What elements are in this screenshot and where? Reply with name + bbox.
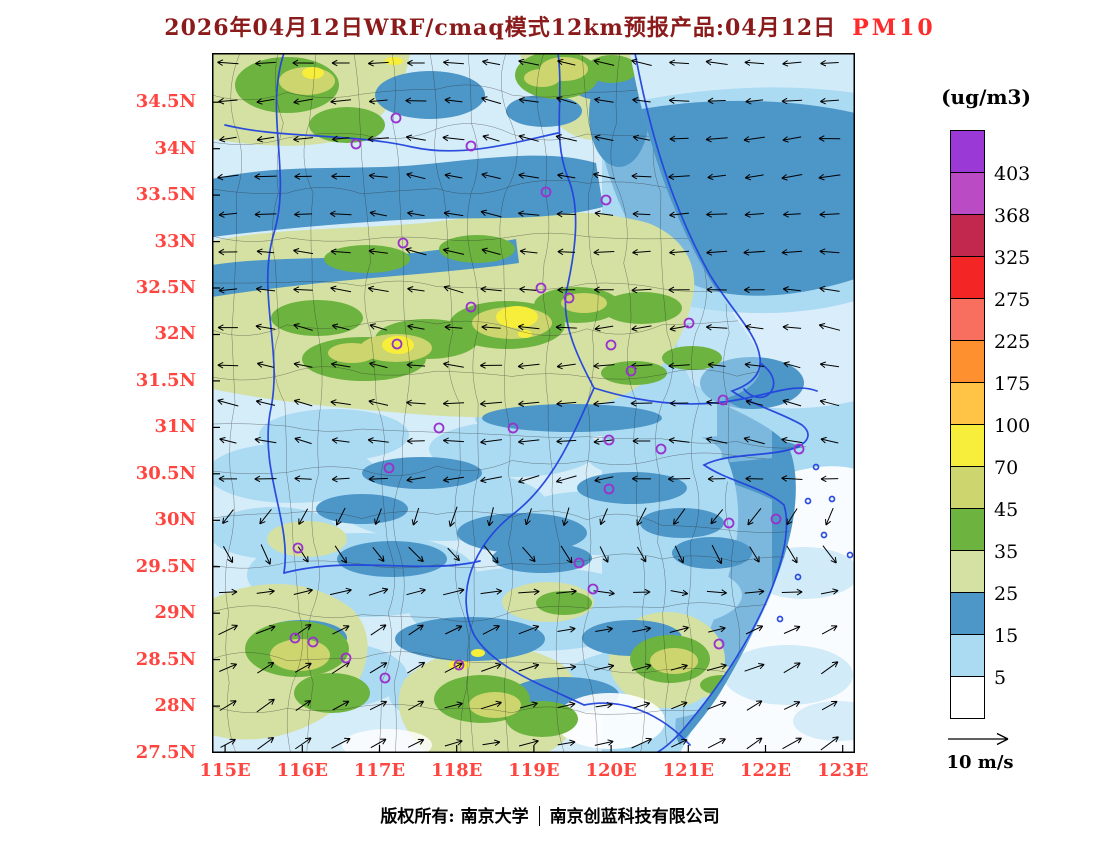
legend-tick-label: 225 <box>994 331 1031 353</box>
x-tick-label: 120E <box>585 760 637 781</box>
wind-scale-arrow-icon <box>948 732 1009 746</box>
x-tick-label: 119E <box>508 760 560 781</box>
page-title: 2026年04月12日WRF/cmaq模式12km预报产品:04月12日 PM10 <box>0 10 1100 42</box>
title-pollutant: PM10 <box>852 15 936 41</box>
legend-color-block <box>950 382 985 425</box>
y-tick-label: 31.5N <box>135 369 196 391</box>
x-tick-label: 122E <box>739 760 792 781</box>
province-boundaries-layer <box>224 53 854 753</box>
y-tick-label: 30.5N <box>135 462 196 484</box>
y-tick-label: 30N <box>154 509 196 531</box>
legend-tick-label: 70 <box>994 457 1019 479</box>
legend-tick-label: 175 <box>994 373 1031 395</box>
legend-tick-label: 5 <box>994 667 1007 689</box>
x-tick-label: 117E <box>353 760 406 781</box>
legend-tick-label: 45 <box>994 499 1019 521</box>
wind-arrows-layer <box>217 58 841 751</box>
legend-tick-label: 403 <box>994 163 1031 185</box>
legend-color-block <box>950 172 985 215</box>
y-tick-label: 34N <box>154 137 196 159</box>
y-tick-label: 32N <box>154 323 196 345</box>
copyright-left: 版权所有: 南京大学 <box>380 807 529 827</box>
x-tick-label: 116E <box>276 760 328 781</box>
y-tick-label: 29N <box>154 602 196 624</box>
x-tick-label: 118E <box>431 760 483 781</box>
legend-color-block <box>950 214 985 257</box>
legend-color-block <box>950 130 985 173</box>
y-tick-label: 27.5N <box>135 741 196 763</box>
legend-unit-label: (ug/m3) <box>941 85 1031 109</box>
legend-color-block <box>950 676 985 719</box>
y-tick-label: 33N <box>154 230 196 252</box>
legend-tick-label: 35 <box>994 541 1019 563</box>
y-tick-label: 31N <box>154 416 196 438</box>
legend-tick-label: 15 <box>994 625 1019 647</box>
title-main: 2026年04月12日WRF/cmaq模式12km预报产品:04月12日 <box>164 15 837 41</box>
x-tick-label: 121E <box>662 760 714 781</box>
legend-color-block <box>950 298 985 341</box>
y-axis-labels: 34.5N 34N 33.5N 33N 32.5N 32N 31.5N 31N 30.5N 30N… <box>0 0 204 850</box>
wind-scale-label: 10 m/s <box>946 752 1014 773</box>
station-markers-layer <box>289 112 805 684</box>
legend-color-block <box>950 592 985 635</box>
colorbar <box>950 130 985 719</box>
copyright-footer: 版权所有: 南京大学 南京创蓝科技有限公司 <box>0 802 1100 827</box>
y-tick-label: 28.5N <box>135 648 196 670</box>
footer-divider <box>538 806 540 826</box>
legend-color-block <box>950 634 985 677</box>
y-tick-label: 33.5N <box>135 184 196 206</box>
y-tick-label: 32.5N <box>135 277 196 299</box>
map-canvas <box>212 53 855 753</box>
x-tick-label: 123E <box>817 760 869 781</box>
y-tick-label: 28N <box>154 695 196 717</box>
map-frame <box>212 53 855 753</box>
y-tick-label: 29.5N <box>135 555 196 577</box>
legend-color-block <box>950 340 985 383</box>
legend-color-block <box>950 424 985 467</box>
legend-tick-label: 325 <box>994 247 1031 269</box>
y-tick-label: 34.5N <box>135 91 196 113</box>
legend-color-block <box>950 508 985 551</box>
legend-tick-label: 25 <box>994 583 1019 605</box>
legend-color-block <box>950 550 985 593</box>
legend-tick-label: 275 <box>994 289 1031 311</box>
legend-color-block <box>950 256 985 299</box>
legend-tick-label: 368 <box>994 205 1031 227</box>
copyright-right: 南京创蓝科技有限公司 <box>549 807 720 827</box>
legend-tick-label: 100 <box>994 415 1031 437</box>
legend-color-block <box>950 466 985 509</box>
